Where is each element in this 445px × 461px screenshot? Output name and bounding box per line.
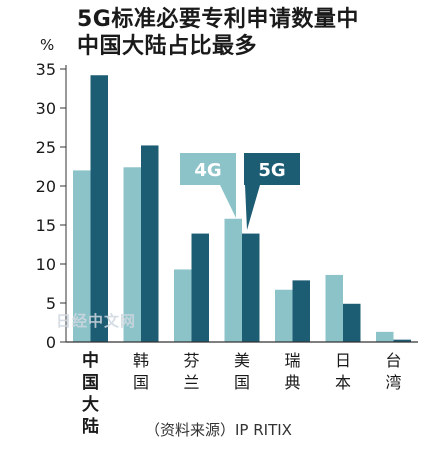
category-label-char: 中 — [82, 350, 99, 371]
bar-5g-6 — [393, 339, 411, 342]
category-label-char: 国 — [234, 373, 250, 392]
category-label-char: 典 — [284, 373, 300, 392]
category-label-char: 国 — [82, 373, 99, 393]
chart-title-line-1: 5G标准必要专利申请数量中 — [77, 7, 359, 32]
bar-4g-4 — [275, 289, 293, 342]
y-tick-label: 0 — [46, 333, 56, 352]
legend-5g-label: 5G — [258, 160, 285, 181]
legend-4g-label: 4G — [194, 160, 221, 181]
y-tick-label: 35 — [36, 60, 56, 79]
y-tick-label: 10 — [36, 255, 56, 274]
category-label-char: 本 — [335, 373, 351, 392]
category-label-char: 瑞 — [284, 351, 300, 370]
source-note: （资料来源）IP RITIX — [145, 421, 292, 439]
watermark: 日经中文网 — [56, 312, 137, 330]
y-tick-label: 5 — [46, 294, 56, 313]
bar-5g-3 — [242, 233, 260, 342]
legend-5g-pointer — [245, 185, 260, 230]
y-tick-label: 20 — [36, 177, 56, 196]
bar-4g-3 — [224, 218, 242, 342]
bar-5g-5 — [343, 303, 361, 342]
y-tick-label: 15 — [36, 216, 56, 235]
legend-5g-box — [244, 153, 300, 185]
category-label-char: 兰 — [183, 373, 199, 392]
category-label-char: 台 — [385, 351, 401, 370]
category-label-char: 美 — [234, 351, 250, 370]
chart-title: 5G标准必要专利申请数量中 中国大陆占比最多 — [77, 6, 359, 60]
bar-4g-0 — [73, 170, 91, 342]
category-label-char: 湾 — [385, 373, 401, 392]
bar-4g-5 — [325, 274, 343, 342]
category-label-char: 国 — [133, 373, 149, 392]
y-axis-unit: % — [40, 36, 55, 54]
bar-5g-0 — [90, 75, 108, 343]
chart-title-line-2: 中国大陆占比最多 — [77, 34, 258, 59]
category-label-char: 韩 — [133, 351, 149, 370]
bar-5g-2 — [191, 233, 209, 342]
legend-4g-pointer — [220, 185, 236, 218]
y-tick-label: 25 — [36, 138, 56, 157]
bar-5g-1 — [141, 145, 159, 342]
category-label-char: 大 — [82, 394, 99, 415]
legend-4g-box — [180, 153, 236, 185]
bar-4g-2 — [174, 269, 192, 342]
bar-4g-1 — [123, 167, 141, 342]
category-label-char: 日 — [335, 351, 351, 370]
bar-5g-4 — [292, 280, 310, 342]
y-tick-label: 30 — [36, 99, 56, 118]
bar-4g-6 — [376, 331, 394, 342]
category-label-char: 芬 — [183, 351, 199, 370]
category-label-char: 陆 — [82, 417, 99, 437]
